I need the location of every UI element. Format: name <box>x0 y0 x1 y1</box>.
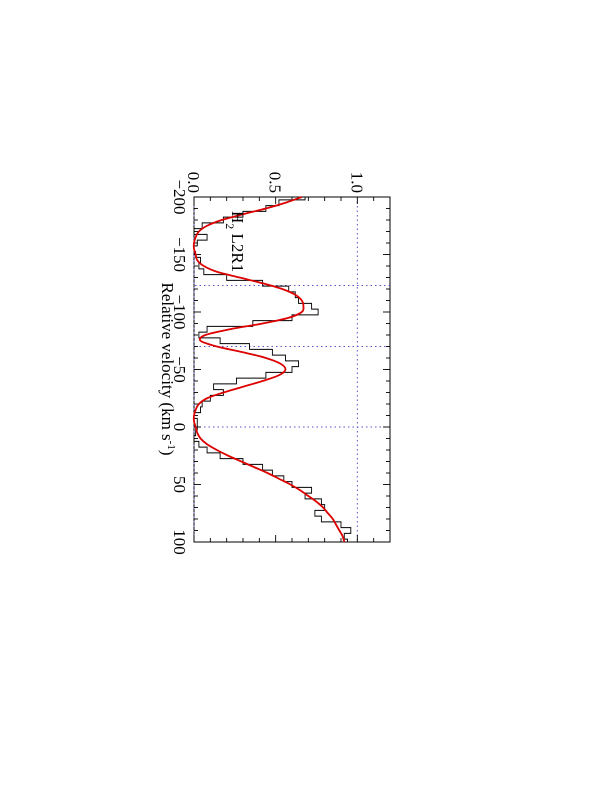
y-tick-label: 0.5 <box>266 172 285 193</box>
data-histogram <box>193 197 352 542</box>
x-tick-label: −150 <box>170 237 189 272</box>
x-tick-label: −50 <box>170 356 189 383</box>
reference-levels <box>193 197 358 542</box>
axis-ticks <box>193 196 391 543</box>
tick-labels: −200 −150 −100 −50 0 50 100 0.0 0.5 1.0 <box>170 172 366 555</box>
x-tick-label: 0 <box>170 423 189 432</box>
y-tick-label: 1.0 <box>347 172 366 193</box>
component-markers <box>194 285 390 428</box>
x-axis-label: Relative velocity (km s-1) <box>158 283 177 456</box>
y-tick-label: 0.0 <box>184 172 203 193</box>
transition-label: H2 L2R1 <box>223 211 247 272</box>
x-tick-label: 50 <box>170 476 189 493</box>
fit-line <box>192 196 346 543</box>
x-tick-label: 100 <box>170 529 189 555</box>
x-tick-label: −200 <box>170 179 189 214</box>
x-tick-label: −100 <box>170 294 189 329</box>
